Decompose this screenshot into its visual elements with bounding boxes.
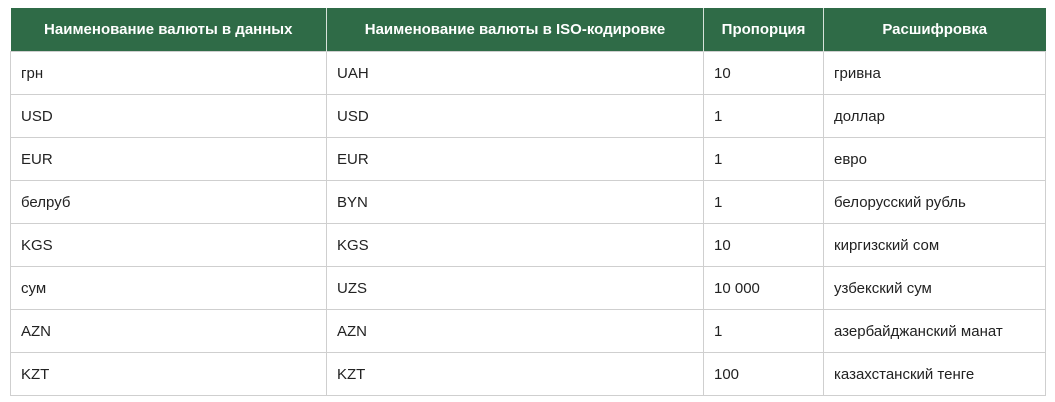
- cell-data-name: KZT: [10, 352, 327, 396]
- header-data-name: Наименование валюты в данных: [10, 8, 327, 52]
- cell-data-name: USD: [10, 94, 327, 138]
- cell-iso-code: UZS: [326, 266, 704, 310]
- cell-proportion: 1: [703, 180, 824, 224]
- cell-description: евро: [823, 137, 1046, 181]
- cell-proportion: 1: [703, 137, 824, 181]
- cell-data-name: грн: [10, 51, 327, 95]
- table-row: сум UZS 10 000 узбекский сум: [10, 266, 1046, 310]
- cell-description: узбекский сум: [823, 266, 1046, 310]
- table-body: грн UAH 10 гривна USD USD 1 доллар EUR E…: [10, 51, 1046, 396]
- cell-data-name: сум: [10, 266, 327, 310]
- cell-proportion: 1: [703, 309, 824, 353]
- table-row: AZN AZN 1 азербайджанский манат: [10, 309, 1046, 353]
- table-row: белруб BYN 1 белорусский рубль: [10, 180, 1046, 224]
- cell-data-name: KGS: [10, 223, 327, 267]
- table-row: KZT KZT 100 казахстанский тенге: [10, 352, 1046, 396]
- currency-table: Наименование валюты в данных Наименовани…: [10, 8, 1046, 396]
- cell-description: доллар: [823, 94, 1046, 138]
- currency-table-container: Наименование валюты в данных Наименовани…: [10, 8, 1046, 396]
- cell-iso-code: USD: [326, 94, 704, 138]
- header-iso-code: Наименование валюты в ISO-кодировке: [326, 8, 704, 52]
- header-row: Наименование валюты в данных Наименовани…: [10, 8, 1046, 52]
- cell-iso-code: EUR: [326, 137, 704, 181]
- cell-iso-code: BYN: [326, 180, 704, 224]
- cell-iso-code: AZN: [326, 309, 704, 353]
- header-description: Расшифровка: [823, 8, 1046, 52]
- cell-description: азербайджанский манат: [823, 309, 1046, 353]
- table-row: USD USD 1 доллар: [10, 94, 1046, 138]
- cell-proportion: 1: [703, 94, 824, 138]
- cell-data-name: EUR: [10, 137, 327, 181]
- table-header: Наименование валюты в данных Наименовани…: [10, 8, 1046, 52]
- table-row: KGS KGS 10 киргизский сом: [10, 223, 1046, 267]
- cell-iso-code: KZT: [326, 352, 704, 396]
- cell-description: гривна: [823, 51, 1046, 95]
- cell-description: казахстанский тенге: [823, 352, 1046, 396]
- cell-description: белорусский рубль: [823, 180, 1046, 224]
- cell-data-name: белруб: [10, 180, 327, 224]
- cell-proportion: 10 000: [703, 266, 824, 310]
- cell-proportion: 10: [703, 51, 824, 95]
- header-proportion: Пропорция: [703, 8, 824, 52]
- cell-iso-code: UAH: [326, 51, 704, 95]
- cell-description: киргизский сом: [823, 223, 1046, 267]
- cell-data-name: AZN: [10, 309, 327, 353]
- table-row: грн UAH 10 гривна: [10, 51, 1046, 95]
- cell-iso-code: KGS: [326, 223, 704, 267]
- cell-proportion: 10: [703, 223, 824, 267]
- cell-proportion: 100: [703, 352, 824, 396]
- table-row: EUR EUR 1 евро: [10, 137, 1046, 181]
